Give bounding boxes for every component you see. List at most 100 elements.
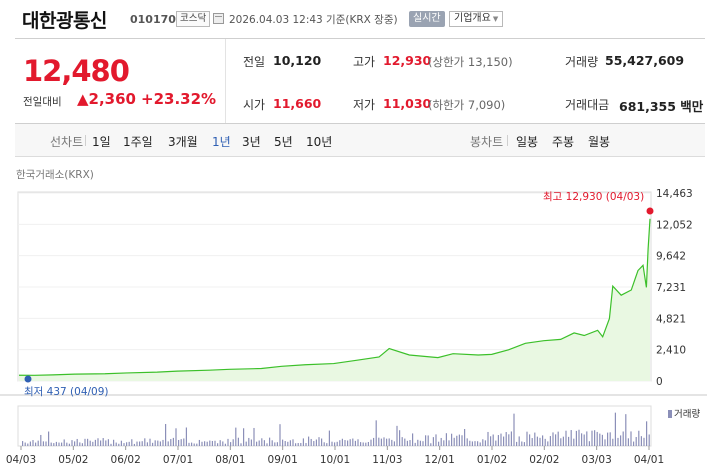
volume-bar [313,441,315,446]
volume-bar [375,420,377,446]
volume-bar [24,442,26,446]
volume-value: 55,427,609 [605,53,685,68]
volume-bar [643,437,645,446]
low-marker [24,375,32,383]
volume-bar [419,440,421,446]
volume-bar [269,437,271,446]
volume-bar [22,441,24,446]
volume-bar [292,439,294,446]
volume-bar [430,443,432,446]
tab-period-1w[interactable]: 1주일 [123,135,153,149]
volume-bar [357,439,359,446]
market-badge: 코스닥 [176,11,211,27]
volume-bar [601,434,603,446]
volume-bar [536,436,538,446]
volume-bar [133,443,135,446]
x-axis-ticks: 04/03 05/02 06/02 07/01 08/01 09/01 10/01 11/03… [6,446,664,466]
volume-bar [271,440,273,446]
volume-bar [172,437,174,446]
volume-bar [521,441,523,446]
volume-bar [318,437,320,446]
volume-bar [321,438,323,446]
volume-bar [464,429,466,446]
tab-period-10y[interactable]: 10년 [306,135,333,149]
volume-bar [513,413,515,446]
x-tick-label: 12/01 [425,454,455,466]
open-value: 11,660 [273,96,322,111]
volume-bar [211,440,213,446]
chart-grid [0,191,707,447]
volume-bar [500,433,502,446]
volume-bar [79,442,81,446]
volume-bar [539,437,541,446]
high-label: 고가 [353,55,376,69]
volume-bar [487,431,489,446]
volume-label: 거래량 [674,408,700,420]
volume-bar [219,440,221,446]
volume-bar [71,440,73,446]
volume-bar [237,437,239,446]
volume-bar [440,437,442,446]
volume-bar [373,437,375,446]
volume-bar [113,439,115,446]
tab-period-5y[interactable]: 5년 [274,135,293,149]
x-tick-label: 03/03 [582,454,612,466]
tab-candle-monthly[interactable]: 월봉 [588,135,611,149]
volume-bar [331,441,333,446]
tab-candle-daily[interactable]: 일봉 [516,135,539,149]
volume-bar [347,440,349,446]
y-tick-label: 12,052 [656,219,693,231]
volume-bar [435,434,437,446]
volume-bar [274,442,276,446]
volume-bar [448,440,450,446]
volume-bar [523,442,525,446]
volume-bar [349,439,351,446]
volume-bar [232,439,234,446]
volume-bar [482,439,484,446]
tab-period-3m[interactable]: 3개월 [168,135,198,149]
tab-period-3y[interactable]: 3년 [242,135,261,149]
volume-bar [235,427,237,446]
company-overview-button[interactable]: 기업개요 ▼ [449,11,504,27]
volume-bar [529,434,531,446]
volume-bar [146,442,148,446]
y-tick-label: 9,642 [656,251,686,263]
volume-bar [170,439,172,446]
tab-candle-weekly[interactable]: 주봉 [552,135,575,149]
volume-bar [594,430,596,446]
volume-bar [640,436,642,446]
volume-bar [339,440,341,446]
volume-bar [438,441,440,446]
volume-bar [248,437,250,446]
volume-bar [542,435,544,446]
volume-bar [432,437,434,446]
volume-bar [139,441,141,446]
x-tick-label: 05/02 [58,454,88,466]
tab-separator [507,135,508,146]
volume-bar [458,434,460,446]
volume-bar [263,440,265,446]
volume-bar [302,438,304,446]
chart-source-label: 한국거래소(KRX) [16,169,94,181]
volume-bar [45,441,47,446]
volume-bar [308,436,310,446]
volume-bar [209,440,211,446]
volume-bar [97,438,99,446]
volume-bar [198,439,200,446]
tab-period-1y[interactable]: 1년 [212,135,231,149]
realtime-button[interactable]: 실시간 [409,11,445,27]
volume-bar [120,440,122,446]
current-price: 12,480 [23,54,130,88]
volume-bar [191,442,193,446]
volume-bar [609,432,611,446]
volume-bar [162,439,164,446]
volume-bar [53,443,55,446]
volume-bar [123,443,125,446]
tab-period-1d[interactable]: 1일 [92,135,111,149]
volume-bar [29,441,31,446]
x-tick-label: 02/02 [529,454,559,466]
volume-bar [256,441,258,446]
volume-bar [622,431,624,446]
volume-bar [490,436,492,446]
